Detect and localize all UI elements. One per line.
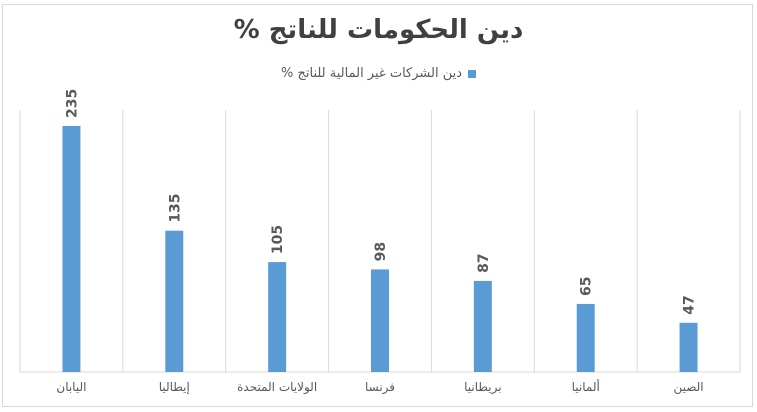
category-label: بريطانيا — [464, 380, 501, 395]
value-label: 235 — [64, 89, 80, 118]
chart-legend: دين الشركات غير المالية للناتج % — [0, 66, 757, 81]
value-label: 65 — [579, 276, 595, 295]
legend-label: دين الشركات غير المالية للناتج % — [281, 66, 463, 81]
category-label: الصين — [673, 380, 703, 395]
category-label: فرنسا — [365, 380, 395, 395]
bar — [165, 230, 184, 372]
category-label: اليابان — [56, 380, 86, 394]
category-label: ألمانيا — [572, 379, 600, 394]
bar — [371, 269, 389, 372]
category-label: إيطاليا — [159, 380, 190, 394]
bar — [576, 303, 595, 372]
value-label: 87 — [476, 253, 492, 272]
value-label: 135 — [167, 193, 183, 222]
bar — [268, 262, 287, 372]
value-label: 98 — [373, 242, 389, 261]
value-label: 105 — [270, 225, 286, 254]
bar — [679, 322, 698, 372]
bar — [473, 280, 492, 372]
value-label: 47 — [682, 295, 698, 314]
chart-title: دين الحكومات للناتج % — [233, 15, 524, 45]
category-label: الولايات المتحدة — [237, 380, 317, 395]
legend-swatch — [468, 69, 477, 78]
bar — [62, 126, 81, 372]
